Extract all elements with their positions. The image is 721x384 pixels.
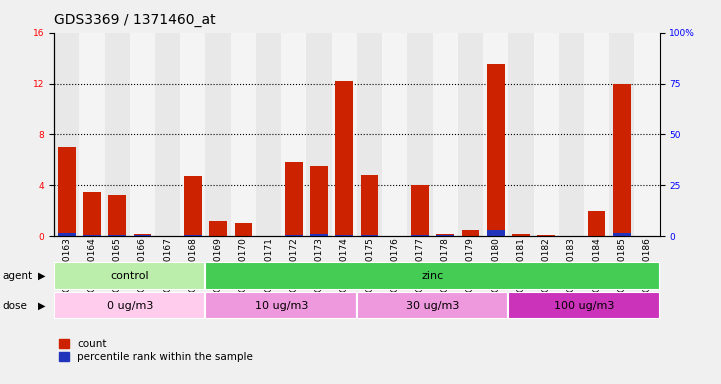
Bar <box>508 33 534 236</box>
Bar <box>634 33 660 236</box>
Bar <box>411 235 429 236</box>
Bar <box>130 33 155 236</box>
Bar <box>335 81 353 236</box>
Bar <box>108 235 126 236</box>
Bar <box>58 233 76 236</box>
Bar <box>559 33 584 236</box>
Bar <box>613 84 631 236</box>
Bar <box>483 33 508 236</box>
Bar <box>306 33 332 236</box>
Bar <box>357 33 382 236</box>
Bar <box>537 235 555 236</box>
Bar <box>562 235 580 236</box>
Bar <box>512 233 530 236</box>
Bar <box>83 235 101 236</box>
Text: 0 ug/m3: 0 ug/m3 <box>107 301 153 311</box>
Bar <box>108 195 126 236</box>
Bar <box>335 235 353 236</box>
Bar <box>613 233 631 236</box>
Bar <box>133 235 151 236</box>
Bar <box>205 33 231 236</box>
Bar <box>461 235 479 236</box>
Bar <box>54 262 205 290</box>
Bar <box>180 33 205 236</box>
Text: control: control <box>110 271 149 281</box>
Bar <box>159 235 177 236</box>
Bar <box>411 185 429 236</box>
Bar <box>588 211 606 236</box>
Bar <box>285 162 303 236</box>
Bar <box>184 235 202 236</box>
Bar <box>234 235 252 236</box>
Bar <box>534 33 559 236</box>
Bar <box>588 235 606 236</box>
Text: 30 ug/m3: 30 ug/m3 <box>406 301 459 311</box>
Bar <box>281 33 306 236</box>
Bar <box>357 292 508 319</box>
Bar <box>609 33 634 236</box>
Bar <box>386 235 404 236</box>
Bar <box>234 223 252 236</box>
Text: ▶: ▶ <box>38 301 45 311</box>
Bar <box>562 235 580 236</box>
Bar <box>310 234 328 236</box>
Text: 100 ug/m3: 100 ug/m3 <box>554 301 614 311</box>
Bar <box>332 33 357 236</box>
Bar <box>584 33 609 236</box>
Bar <box>83 192 101 236</box>
Bar <box>360 175 379 236</box>
Bar <box>231 33 256 236</box>
Bar <box>205 292 357 319</box>
Bar <box>256 33 281 236</box>
Bar <box>487 65 505 236</box>
Bar <box>105 33 130 236</box>
Bar <box>537 235 555 236</box>
Bar <box>458 33 483 236</box>
Bar <box>360 235 379 236</box>
Text: dose: dose <box>2 301 27 311</box>
Bar <box>487 230 505 236</box>
Bar <box>205 262 660 290</box>
Bar <box>133 233 151 236</box>
Bar <box>58 147 76 236</box>
Bar <box>436 233 454 236</box>
Bar <box>209 221 227 236</box>
Bar <box>508 292 660 319</box>
Text: ▶: ▶ <box>38 271 45 281</box>
Bar <box>382 33 407 236</box>
Bar <box>79 33 105 236</box>
Bar <box>638 235 656 236</box>
Bar <box>310 166 328 236</box>
Bar <box>54 292 205 319</box>
Bar <box>433 33 458 236</box>
Text: zinc: zinc <box>422 271 443 281</box>
Bar <box>461 230 479 236</box>
Bar <box>285 235 303 236</box>
Bar <box>159 235 177 236</box>
Bar <box>155 33 180 236</box>
Legend: count, percentile rank within the sample: count, percentile rank within the sample <box>59 339 253 362</box>
Bar <box>209 235 227 236</box>
Bar <box>407 33 433 236</box>
Bar <box>54 33 79 236</box>
Text: GDS3369 / 1371460_at: GDS3369 / 1371460_at <box>54 13 216 27</box>
Bar <box>386 235 404 236</box>
Bar <box>512 235 530 236</box>
Bar <box>184 176 202 236</box>
Bar <box>260 235 278 236</box>
Bar <box>638 235 656 236</box>
Text: 10 ug/m3: 10 ug/m3 <box>255 301 308 311</box>
Bar <box>436 235 454 236</box>
Text: agent: agent <box>2 271 32 281</box>
Bar <box>260 235 278 236</box>
